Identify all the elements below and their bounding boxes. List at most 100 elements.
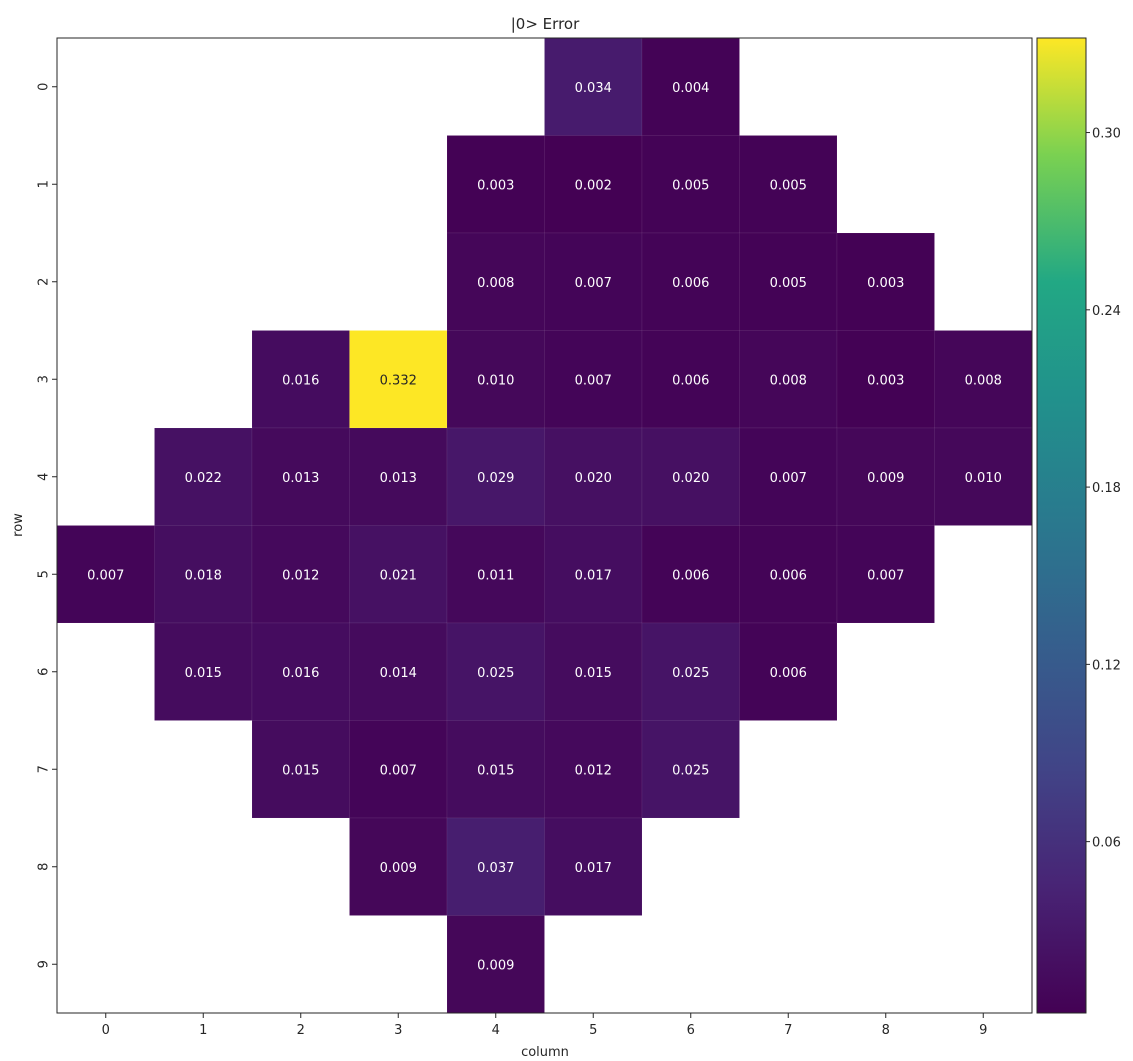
cell-value-label: 0.017 — [575, 568, 612, 583]
heatmap-cell — [836, 232, 935, 331]
heatmap-cell — [544, 232, 643, 331]
heatmap-cell — [349, 817, 448, 916]
y-tick-label: 7 — [37, 765, 52, 773]
colorbar-ticks: 0.06 0.12 0.18 0.24 0.30 — [1086, 127, 1121, 851]
cell-value-label: 0.016 — [282, 373, 319, 388]
colorbar-tick-label: 0.30 — [1092, 127, 1121, 142]
cell-value-label: 0.009 — [867, 471, 904, 486]
cell-value-label: 0.008 — [477, 276, 514, 291]
heatmap-cell — [446, 427, 545, 526]
heatmap-cell — [739, 135, 838, 234]
y-tick-label: 4 — [37, 473, 52, 481]
heatmap-cell — [154, 622, 253, 721]
heatmap-cell — [251, 525, 350, 624]
cell-value-label: 0.016 — [282, 666, 319, 681]
x-tick-label: 5 — [589, 1023, 597, 1038]
y-axis-ticks: 0 1 2 3 4 5 6 7 8 9 — [37, 83, 57, 968]
x-tick-label: 4 — [492, 1023, 500, 1038]
heatmap-cell — [446, 232, 545, 331]
heatmap-cell — [446, 330, 545, 429]
heatmap-cell — [739, 622, 838, 721]
y-tick-label: 1 — [37, 180, 52, 188]
cell-value-label: 0.034 — [575, 81, 612, 96]
heatmap-cell — [836, 330, 935, 429]
cell-value-label: 0.012 — [282, 568, 319, 583]
heatmap-cell — [349, 622, 448, 721]
cell-value-label: 0.017 — [575, 861, 612, 876]
heatmap-cell — [154, 427, 253, 526]
heatmap-cell — [739, 330, 838, 429]
heatmap-cell — [836, 427, 935, 526]
cell-value-label: 0.332 — [380, 373, 417, 388]
cell-value-label: 0.006 — [672, 276, 709, 291]
colorbar-tick-label: 0.12 — [1092, 658, 1121, 673]
heatmap-cell — [446, 915, 545, 1014]
cell-value-label: 0.007 — [380, 763, 417, 778]
cell-value-label: 0.025 — [477, 666, 514, 681]
x-tick-label: 2 — [297, 1023, 305, 1038]
heatmap-cell — [251, 427, 350, 526]
heatmap-cell — [934, 427, 1033, 526]
cell-value-label: 0.005 — [770, 276, 807, 291]
colorbar-tick-label: 0.06 — [1092, 836, 1121, 851]
cell-value-label: 0.015 — [185, 666, 222, 681]
cell-value-label: 0.007 — [770, 471, 807, 486]
heatmap-cell — [641, 135, 740, 234]
cell-value-label: 0.010 — [965, 471, 1002, 486]
heatmap-cell — [56, 525, 155, 624]
y-tick-label: 3 — [37, 375, 52, 383]
cell-value-label: 0.006 — [770, 568, 807, 583]
cell-value-label: 0.003 — [867, 373, 904, 388]
heatmap-cell — [446, 135, 545, 234]
cell-value-label: 0.012 — [575, 763, 612, 778]
x-axis-ticks: 0 1 2 3 4 5 6 7 8 9 — [102, 1013, 987, 1038]
cell-value-label: 0.007 — [867, 568, 904, 583]
plot-frame — [56, 37, 1033, 1014]
heatmap-cell — [349, 330, 448, 429]
cell-value-label: 0.005 — [770, 178, 807, 193]
heatmap-cell — [739, 525, 838, 624]
cell-value-label: 0.015 — [477, 763, 514, 778]
y-axis-label: row — [11, 513, 26, 537]
cell-value-label: 0.010 — [477, 373, 514, 388]
y-tick-label: 6 — [37, 668, 52, 676]
cell-value-label: 0.025 — [672, 763, 709, 778]
heatmap-cell — [544, 37, 643, 136]
y-tick-label: 9 — [37, 960, 52, 968]
y-tick-label: 8 — [37, 863, 52, 871]
heatmap-cell — [739, 427, 838, 526]
cell-value-label: 0.037 — [477, 861, 514, 876]
cell-value-label: 0.018 — [185, 568, 222, 583]
heatmap-cell — [544, 135, 643, 234]
cell-value-label: 0.002 — [575, 178, 612, 193]
heatmap-cells: 0.034 0.004 0.003 0.002 0.005 0.005 0.008 0.007… — [56, 37, 1033, 1014]
heatmap-cell — [544, 330, 643, 429]
colorbar-tick-label: 0.18 — [1092, 481, 1121, 496]
heatmap-cell — [641, 330, 740, 429]
cell-value-label: 0.007 — [575, 276, 612, 291]
heatmap-cell — [544, 525, 643, 624]
heatmap-cell — [641, 622, 740, 721]
cell-value-label: 0.009 — [477, 958, 514, 973]
cell-value-label: 0.020 — [672, 471, 709, 486]
heatmap-cell — [641, 525, 740, 624]
cell-value-label: 0.006 — [672, 568, 709, 583]
heatmap-cell — [544, 817, 643, 916]
x-tick-label: 9 — [979, 1023, 987, 1038]
cell-value-label: 0.005 — [672, 178, 709, 193]
y-tick-label: 5 — [37, 570, 52, 578]
x-tick-label: 6 — [687, 1023, 695, 1038]
cell-value-label: 0.020 — [575, 471, 612, 486]
heatmap-cell — [934, 330, 1033, 429]
cell-value-label: 0.007 — [575, 373, 612, 388]
cell-value-label: 0.006 — [770, 666, 807, 681]
heatmap-cell — [251, 330, 350, 429]
heatmap-cell — [641, 720, 740, 819]
x-tick-label: 7 — [784, 1023, 792, 1038]
heatmap-cell — [836, 525, 935, 624]
heatmap-cell — [446, 720, 545, 819]
cell-value-label: 0.003 — [477, 178, 514, 193]
cell-value-label: 0.025 — [672, 666, 709, 681]
heatmap-cell — [251, 622, 350, 721]
